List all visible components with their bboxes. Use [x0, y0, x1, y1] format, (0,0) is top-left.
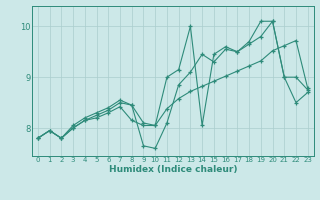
- X-axis label: Humidex (Indice chaleur): Humidex (Indice chaleur): [108, 165, 237, 174]
